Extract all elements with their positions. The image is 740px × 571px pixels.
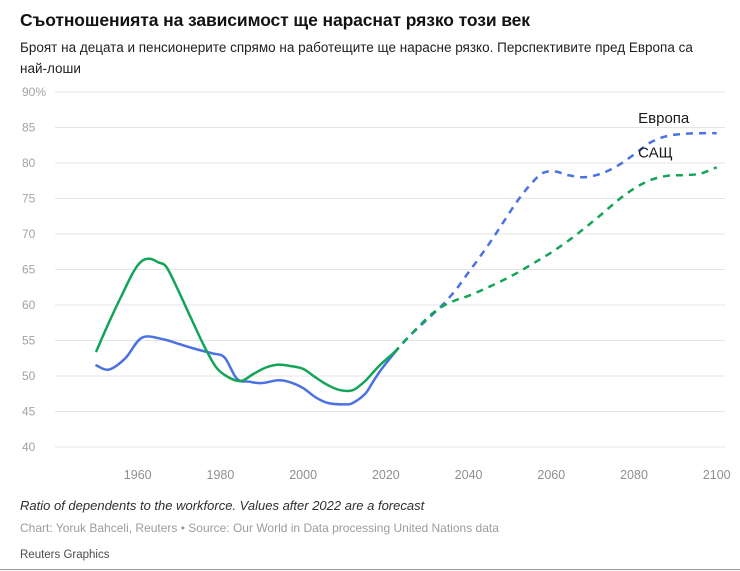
- chart-title: Съотношенията на зависимост ще нараснат …: [20, 10, 530, 30]
- series-line-europe-forecast: [393, 131, 717, 354]
- y-tick-label-75: 75: [22, 191, 36, 205]
- y-tick-label-90: 90%: [22, 85, 46, 99]
- series-line-europe-history: [95, 335, 396, 406]
- y-tick-label-40: 40: [22, 440, 36, 454]
- brand-label: Reuters Graphics: [20, 548, 110, 561]
- x-tick-label-1980: 1980: [207, 468, 235, 482]
- y-tick-label-45: 45: [22, 404, 36, 418]
- dependency-ratio-line-chart: 40 45 50 55 60 65 70 75 80 85 90% 1960 1980 2000 2020 2…: [22, 85, 731, 482]
- x-tick-label-2000: 2000: [289, 468, 317, 482]
- series-line-us-history: [95, 257, 396, 393]
- x-tick-label-2020: 2020: [372, 468, 400, 482]
- brand-row: Reuters Graphics: [0, 545, 740, 570]
- chart-subtitle: Броят на децата и пенсионерите спрямо на…: [20, 40, 693, 76]
- credit-line: Chart: Yoruk Bahceli, Reuters • Source: …: [20, 520, 499, 535]
- x-tick-label-2040: 2040: [455, 468, 483, 482]
- y-tick-label-65: 65: [22, 262, 36, 276]
- x-tick-label-2100: 2100: [703, 468, 731, 482]
- chart-footnote: Ratio of dependents to the workforce. Va…: [20, 497, 425, 513]
- y-tick-label-70: 70: [22, 227, 36, 241]
- y-tick-label-80: 80: [22, 156, 36, 170]
- y-tick-label-85: 85: [22, 120, 36, 134]
- x-tick-label-2060: 2060: [537, 468, 565, 482]
- y-tick-label-50: 50: [22, 369, 36, 383]
- y-tick-label-60: 60: [22, 298, 36, 312]
- x-tick-label-2080: 2080: [620, 468, 648, 482]
- y-tick-label-55: 55: [22, 333, 36, 347]
- series-line-us-forecast: [393, 165, 718, 354]
- x-tick-label-1960: 1960: [124, 468, 152, 482]
- series-label-us: САЩ: [638, 144, 673, 161]
- series-label-europe: Европа: [638, 110, 690, 127]
